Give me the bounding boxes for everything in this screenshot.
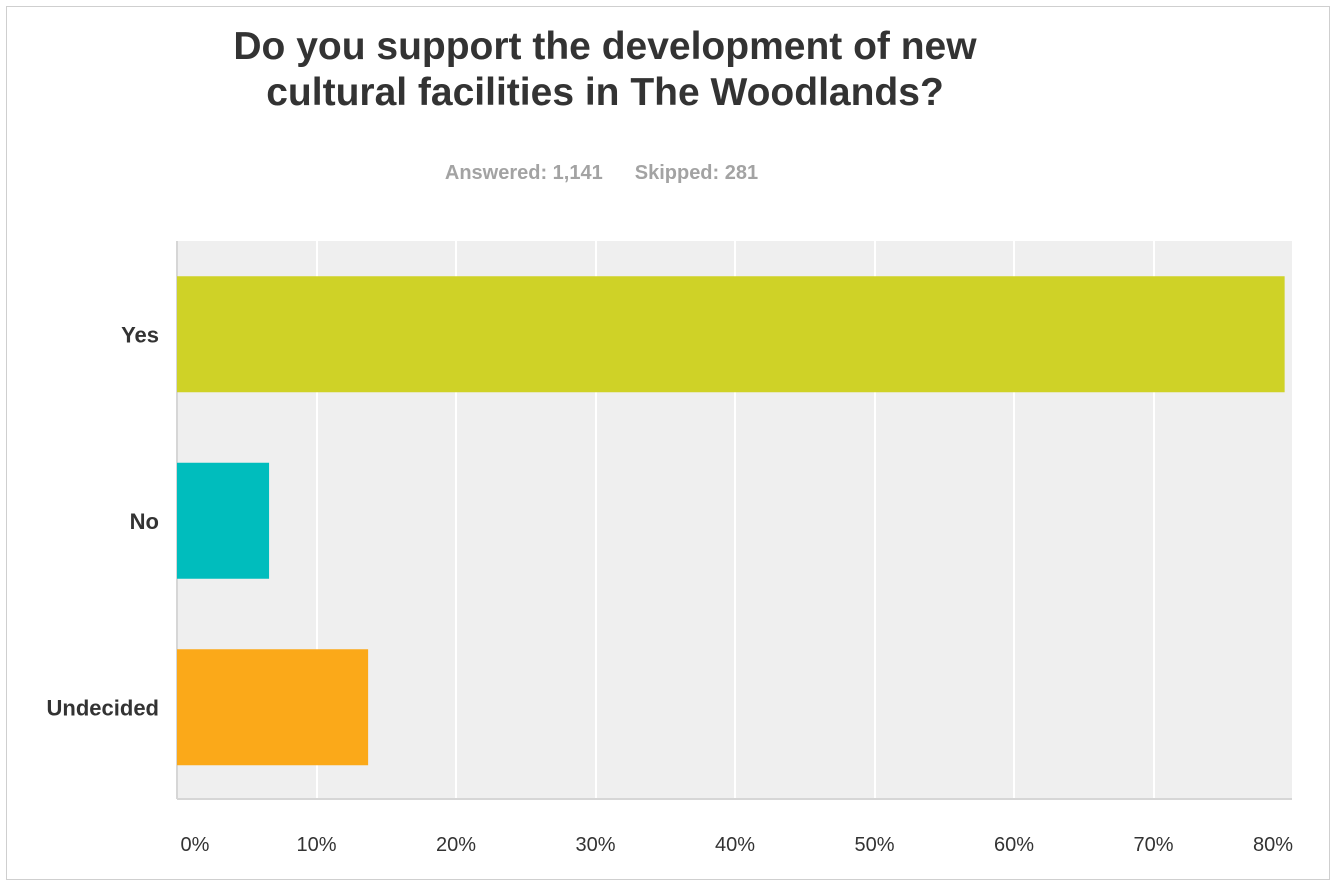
bar-yes [177, 276, 1285, 393]
response-stats: Answered: 1,141 Skipped: 281 [0, 162, 1203, 185]
x-tick-label: 30% [575, 834, 615, 856]
chart-title-line-1: Do you support the development of new [233, 25, 977, 68]
chart-title: Do you support the development of new cu… [0, 24, 1210, 116]
skipped-count: Skipped: 281 [634, 162, 759, 184]
answered-count: Answered: 1,141 [444, 162, 603, 184]
chart-title-line-2: cultural facilities in The Woodlands? [266, 71, 944, 114]
x-tick-label: 10% [296, 834, 336, 856]
category-label-undecided: Undecided [47, 695, 159, 720]
x-tick-label: 50% [854, 834, 894, 856]
x-tick-label: 80% [1253, 834, 1293, 856]
bar-no [177, 462, 270, 579]
x-tick-label: 40% [715, 834, 755, 856]
x-tick-label: 20% [436, 834, 476, 856]
x-tick-label: 60% [994, 834, 1034, 856]
x-tick-label: 0% [181, 834, 210, 856]
x-tick-label: 70% [1133, 834, 1173, 856]
category-label-no: No [130, 509, 159, 534]
bar-undecided [177, 649, 369, 766]
category-label-yes: Yes [121, 322, 159, 347]
